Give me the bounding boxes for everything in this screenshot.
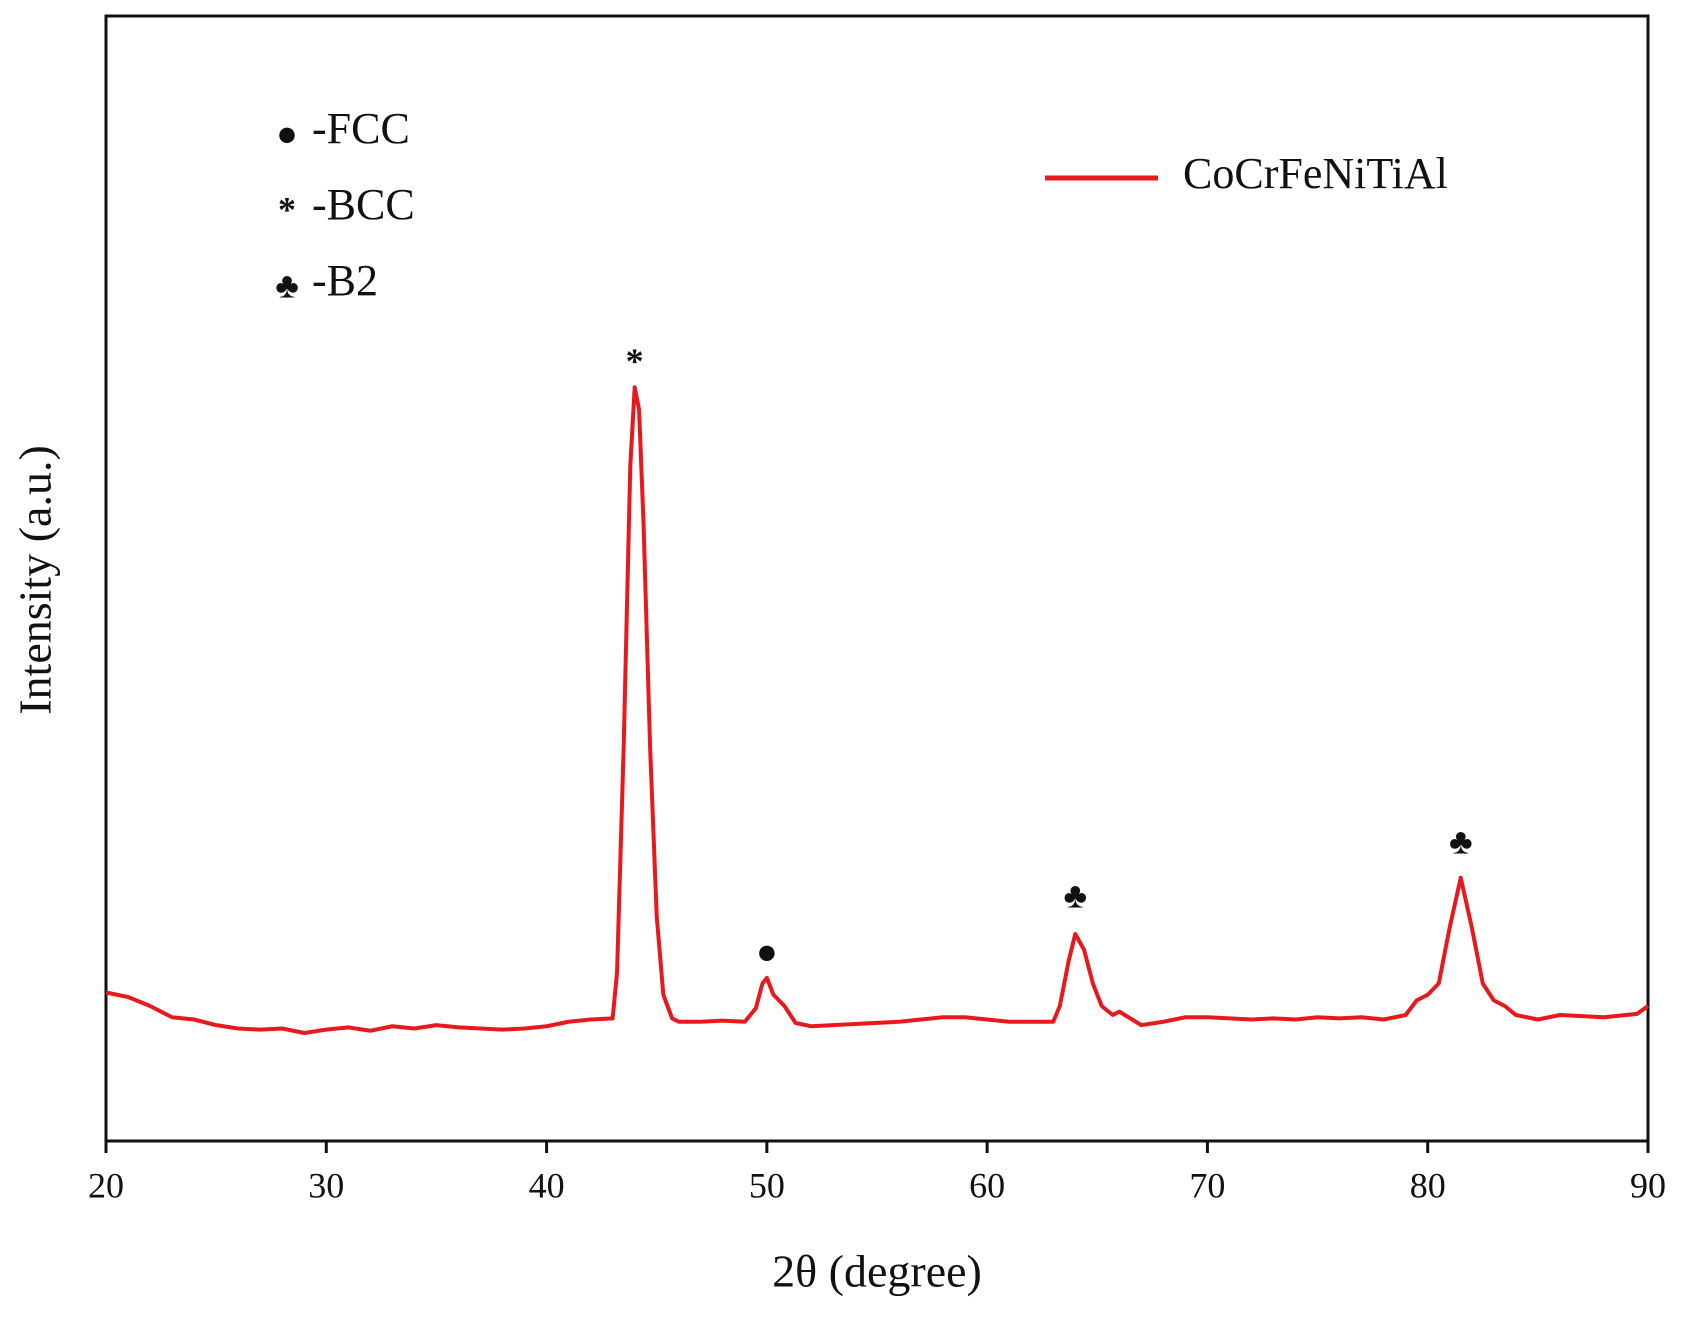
phase-label: -BCC: [312, 180, 415, 229]
x-tick-label: 60: [969, 1165, 1005, 1205]
x-tick-label: 90: [1630, 1165, 1666, 1205]
phase-symbol: ♣: [275, 265, 299, 305]
peak-marker: *: [626, 341, 644, 381]
x-tick-label: 30: [308, 1165, 344, 1205]
y-axis-title: Intensity (a.u.): [10, 445, 61, 715]
x-tick-label: 40: [529, 1165, 565, 1205]
peak-marker: ♣: [1449, 821, 1473, 861]
plot-frame: [104, 14, 1650, 1143]
peak-marker: ●: [756, 932, 778, 972]
peak-marker: ♣: [1063, 875, 1087, 915]
x-tick-label: 70: [1189, 1165, 1225, 1205]
legend-label: CoCrFeNiTiAl: [1183, 149, 1448, 198]
x-tick-label: 80: [1410, 1165, 1446, 1205]
x-tick-label: 50: [749, 1165, 785, 1205]
phase-label: -FCC: [312, 104, 410, 153]
data-line: [105, 385, 1650, 1035]
phase-symbol: *: [278, 189, 296, 229]
x-tick-label: 20: [88, 1165, 124, 1205]
phase-label: -B2: [312, 256, 378, 305]
phase-symbol: ●: [276, 113, 298, 153]
x-axis-title: 2θ (degree): [772, 1246, 982, 1297]
